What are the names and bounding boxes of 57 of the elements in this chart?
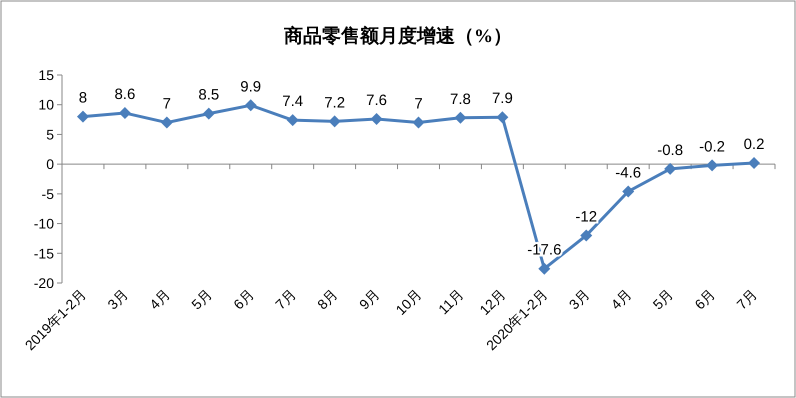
point	[118, 107, 131, 120]
point	[622, 185, 634, 198]
data-label: 7.4	[282, 93, 304, 110]
x-tick-label: 5月	[650, 286, 676, 313]
data-label: 8.6	[114, 86, 136, 104]
data-label: 7.2	[324, 94, 346, 112]
x-tick-label: 6月	[230, 286, 257, 313]
point	[202, 108, 215, 120]
y-tick-label: 10	[38, 96, 54, 113]
x-tick-label: 10月	[392, 286, 425, 318]
x-tick-label: 7月	[733, 286, 760, 313]
y-tick-label: 15	[38, 67, 54, 83]
x-tick-label: 9月	[356, 286, 383, 313]
point	[286, 114, 299, 126]
y-tick-label: 5	[46, 126, 54, 142]
y-tick-label: -20	[34, 275, 54, 291]
data-label: 8.5	[198, 86, 220, 104]
x-tick-label: 12月	[476, 286, 509, 318]
data-label: 7.6	[366, 92, 387, 109]
data-label: 8	[78, 90, 88, 107]
point	[580, 229, 592, 242]
x-tick-label: 11月	[435, 286, 467, 318]
chart-title: 商品零售额月度增速（%）	[283, 25, 512, 47]
data-label: 7	[414, 96, 423, 113]
y-tick-label: 0	[46, 156, 54, 172]
data-label: -12	[575, 208, 598, 226]
point	[160, 116, 173, 129]
y-tick-label: -10	[34, 216, 54, 232]
data-label: -4.6	[615, 164, 642, 182]
point	[748, 156, 760, 169]
x-tick-label: 3月	[566, 286, 592, 313]
x-tick-label: 8月	[314, 286, 341, 313]
point	[454, 112, 466, 124]
point	[538, 262, 550, 275]
x-tick-label: 4月	[146, 286, 173, 313]
y-tick-label: -5	[42, 186, 54, 202]
y-tick-label: -15	[34, 245, 54, 262]
x-tick-label: 5月	[188, 286, 215, 313]
point	[76, 110, 89, 123]
point	[706, 159, 718, 172]
data-label: 7.9	[492, 90, 513, 108]
data-label: -0.2	[699, 138, 726, 156]
data-label: 7.8	[450, 90, 471, 108]
point	[328, 115, 341, 128]
data-label: 0.2	[744, 136, 764, 153]
point	[244, 99, 257, 112]
data-label: 7	[162, 96, 172, 113]
point	[370, 112, 383, 125]
data-label: -0.8	[657, 142, 684, 159]
x-tick-label: 4月	[608, 286, 634, 313]
x-tick-label: 7月	[272, 286, 299, 313]
point	[496, 111, 508, 124]
x-tick-label: 3月	[104, 286, 132, 313]
data-label: 9.9	[240, 78, 262, 96]
point	[664, 162, 676, 175]
x-tick-label: 6月	[691, 286, 718, 313]
point	[412, 116, 424, 129]
